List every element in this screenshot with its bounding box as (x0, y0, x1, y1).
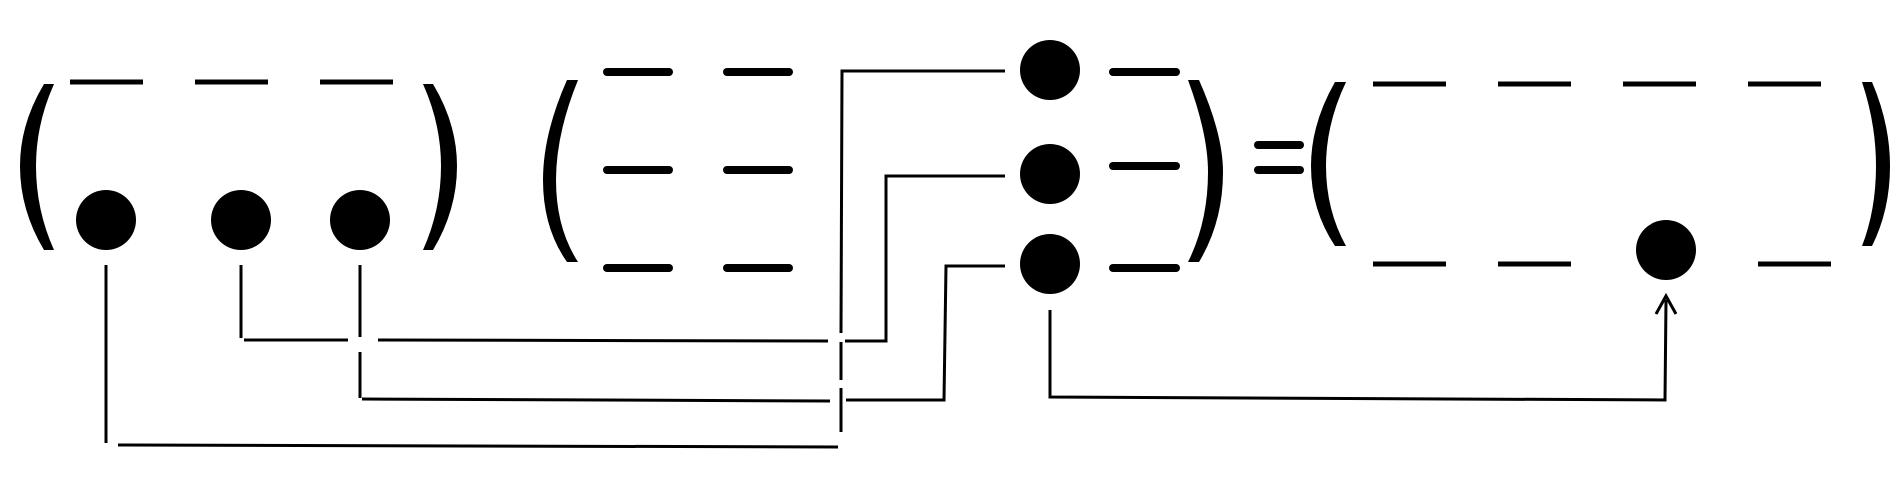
middle-matrix-open-paren (543, 80, 578, 262)
right-bottom-otimes-icon (1636, 220, 1696, 280)
right-tuple-close-paren (1862, 82, 1890, 246)
left-tuple-close-paren (423, 84, 457, 250)
wire-row3-connector (846, 264, 1005, 402)
arrowhead-icon (1654, 292, 1678, 315)
wire-left-2-horizontal-b (377, 338, 829, 343)
left-tuple-open-paren (20, 84, 54, 250)
equals-sign (1254, 141, 1304, 174)
middle-r1-otimes-icon (1020, 40, 1080, 100)
wire-to-result (1048, 299, 1668, 402)
wire-row2-connector (845, 174, 1005, 343)
middle-matrix (543, 40, 1223, 294)
middle-r2-otimes-icon (1020, 144, 1080, 204)
middle-r3-otimes-icon (1020, 234, 1080, 294)
left-tuple (20, 79, 457, 250)
wire-middle-column (839, 69, 1005, 334)
wire-left-1-horizontal (117, 443, 839, 449)
right-tuple (1311, 81, 1890, 280)
right-tuple-open-paren (1311, 82, 1346, 246)
wire-left-3-horizontal (361, 397, 831, 403)
left-bottom-otimes-1-icon (76, 190, 136, 250)
connection-wires (104, 69, 1678, 449)
left-bottom-otimes-2-icon (211, 190, 271, 250)
middle-matrix-close-paren (1188, 80, 1223, 262)
left-bottom-otimes-3-icon (330, 190, 390, 250)
